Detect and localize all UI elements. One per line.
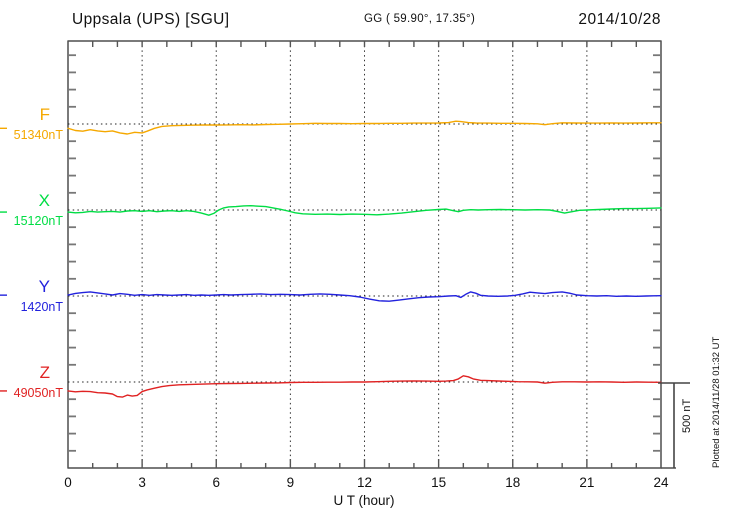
x-tick-label-12: 12 bbox=[356, 475, 373, 490]
x-tick-label-15: 15 bbox=[431, 475, 447, 490]
series-label-Y: Y bbox=[38, 277, 50, 296]
x-tick-label-9: 9 bbox=[286, 475, 295, 490]
series-label-Z: Z bbox=[39, 363, 50, 382]
series-baseline-value-F: 51340nT bbox=[13, 128, 63, 142]
series-baseline-value-X: 15120nT bbox=[13, 214, 63, 228]
plot-date: 2014/10/28 bbox=[578, 11, 661, 28]
series-label-X: X bbox=[38, 191, 50, 210]
x-tick-label-0: 0 bbox=[64, 475, 72, 490]
x-tick-label-3: 3 bbox=[138, 475, 146, 490]
scale-bar-label: 500 nT bbox=[681, 398, 693, 433]
plot-timestamp: Plotted at 2014/11/28 01:32 UT bbox=[711, 336, 722, 468]
x-tick-label-18: 18 bbox=[505, 475, 521, 490]
x-tick-label-6: 6 bbox=[212, 475, 221, 490]
series-label-F: F bbox=[39, 105, 50, 124]
geographic-coords: GG ( 59.90°, 17.35°) bbox=[364, 13, 476, 25]
series-baseline-value-Z: 49050nT bbox=[13, 386, 63, 400]
station-title: Uppsala (UPS) [SGU] bbox=[72, 11, 230, 28]
x-tick-label-21: 21 bbox=[579, 475, 595, 490]
x-axis-label: U T (hour) bbox=[333, 493, 395, 508]
series-baseline-value-Y: 1420nT bbox=[20, 300, 63, 314]
x-tick-label-24: 24 bbox=[653, 475, 669, 490]
